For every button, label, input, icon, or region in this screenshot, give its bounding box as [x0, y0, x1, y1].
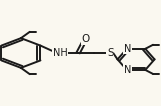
Text: O: O — [81, 34, 90, 44]
Text: N: N — [124, 44, 131, 54]
Text: N: N — [124, 65, 131, 75]
Text: NH: NH — [53, 48, 68, 58]
Text: S: S — [107, 48, 114, 58]
